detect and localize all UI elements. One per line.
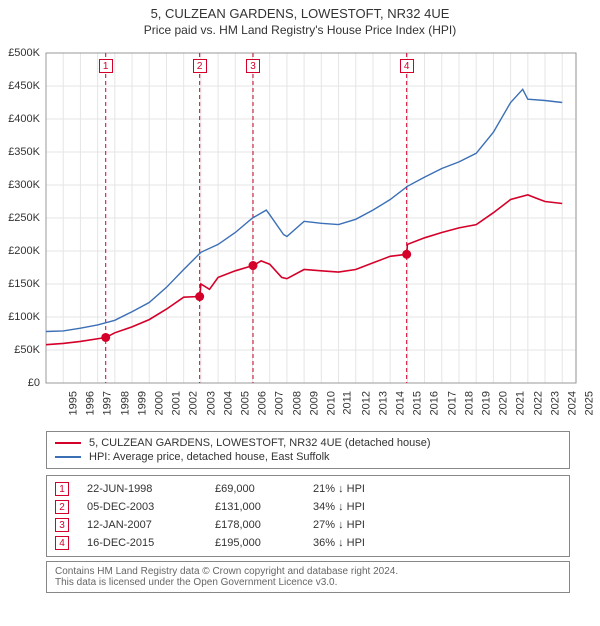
y-tick-label: £50K: [0, 344, 40, 356]
y-tick-label: £100K: [0, 311, 40, 323]
y-tick-label: £350K: [0, 146, 40, 158]
events-table: 1 22-JUN-1998 £69,000 21% ↓ HPI 2 05-DEC-2003…: [46, 475, 570, 557]
x-tick-label: 2005: [240, 391, 252, 415]
x-tick-label: 2006: [257, 391, 269, 415]
y-tick-label: £450K: [0, 80, 40, 92]
footnote-box: Contains HM Land Registry data © Crown c…: [46, 561, 570, 593]
marker-label: 4: [400, 59, 414, 73]
legend-swatch: [55, 456, 81, 458]
x-tick-label: 1996: [85, 391, 97, 415]
x-tick-label: 2000: [154, 391, 166, 415]
x-tick-label: 2025: [584, 391, 596, 415]
event-row: 4 16-DEC-2015 £195,000 36% ↓ HPI: [55, 534, 561, 552]
y-tick-label: £150K: [0, 278, 40, 290]
event-diff: 34% ↓ HPI: [313, 501, 423, 513]
y-tick-label: £0: [0, 377, 40, 389]
event-number: 2: [55, 500, 69, 514]
chart-title: 5, CULZEAN GARDENS, LOWESTOFT, NR32 4UE: [0, 6, 600, 21]
x-tick-label: 2022: [532, 391, 544, 415]
event-date: 05-DEC-2003: [87, 501, 197, 513]
x-tick-label: 2003: [205, 391, 217, 415]
x-tick-label: 1999: [136, 391, 148, 415]
y-tick-label: £500K: [0, 47, 40, 59]
x-tick-label: 2019: [480, 391, 492, 415]
x-tick-label: 2004: [222, 391, 234, 415]
event-date: 22-JUN-1998: [87, 483, 197, 495]
event-diff: 36% ↓ HPI: [313, 537, 423, 549]
x-tick-label: 2024: [567, 391, 579, 415]
chart-subtitle: Price paid vs. HM Land Registry's House …: [0, 23, 600, 37]
y-tick-label: £400K: [0, 113, 40, 125]
chart-svg: [0, 43, 600, 423]
event-number: 4: [55, 536, 69, 550]
event-date: 16-DEC-2015: [87, 537, 197, 549]
x-tick-label: 2017: [446, 391, 458, 415]
event-diff: 21% ↓ HPI: [313, 483, 423, 495]
x-tick-label: 1998: [119, 391, 131, 415]
event-number: 1: [55, 482, 69, 496]
event-date: 12-JAN-2007: [87, 519, 197, 531]
x-tick-label: 2011: [342, 391, 354, 415]
x-tick-label: 2008: [291, 391, 303, 415]
x-tick-label: 2012: [360, 391, 372, 415]
event-diff: 27% ↓ HPI: [313, 519, 423, 531]
y-tick-label: £250K: [0, 212, 40, 224]
y-tick-label: £200K: [0, 245, 40, 257]
x-tick-label: 2001: [171, 391, 183, 415]
marker-label: 2: [193, 59, 207, 73]
y-tick-label: £300K: [0, 179, 40, 191]
x-tick-label: 2015: [412, 391, 424, 415]
x-tick-label: 2009: [308, 391, 320, 415]
marker-label: 1: [99, 59, 113, 73]
x-tick-label: 2018: [463, 391, 475, 415]
x-tick-label: 2016: [429, 391, 441, 415]
event-row: 3 12-JAN-2007 £178,000 27% ↓ HPI: [55, 516, 561, 534]
x-tick-label: 2007: [274, 391, 286, 415]
event-row: 2 05-DEC-2003 £131,000 34% ↓ HPI: [55, 498, 561, 516]
x-tick-label: 1995: [67, 391, 79, 415]
legend-box: 5, CULZEAN GARDENS, LOWESTOFT, NR32 4UE …: [46, 431, 570, 469]
x-tick-label: 2023: [549, 391, 561, 415]
event-row: 1 22-JUN-1998 £69,000 21% ↓ HPI: [55, 480, 561, 498]
x-tick-label: 2014: [394, 391, 406, 415]
legend-row: HPI: Average price, detached house, East…: [55, 450, 561, 464]
x-tick-label: 2002: [188, 391, 200, 415]
legend-label: 5, CULZEAN GARDENS, LOWESTOFT, NR32 4UE …: [89, 437, 431, 449]
x-tick-label: 2020: [498, 391, 510, 415]
x-tick-label: 2021: [515, 391, 527, 415]
marker-label: 3: [246, 59, 260, 73]
chart-area: £0 £50K £100K £150K £200K £250K £300K £350K £400…: [0, 43, 600, 423]
x-tick-label: 1997: [102, 391, 114, 415]
legend-row: 5, CULZEAN GARDENS, LOWESTOFT, NR32 4UE …: [55, 436, 561, 450]
event-price: £195,000: [215, 537, 295, 549]
footnote-line2: This data is licensed under the Open Gov…: [55, 577, 561, 588]
x-tick-label: 2013: [377, 391, 389, 415]
legend-swatch: [55, 442, 81, 444]
footnote-line1: Contains HM Land Registry data © Crown c…: [55, 566, 561, 577]
legend-label: HPI: Average price, detached house, East…: [89, 451, 330, 463]
event-price: £178,000: [215, 519, 295, 531]
x-tick-label: 2010: [326, 391, 338, 415]
event-price: £69,000: [215, 483, 295, 495]
event-number: 3: [55, 518, 69, 532]
event-price: £131,000: [215, 501, 295, 513]
